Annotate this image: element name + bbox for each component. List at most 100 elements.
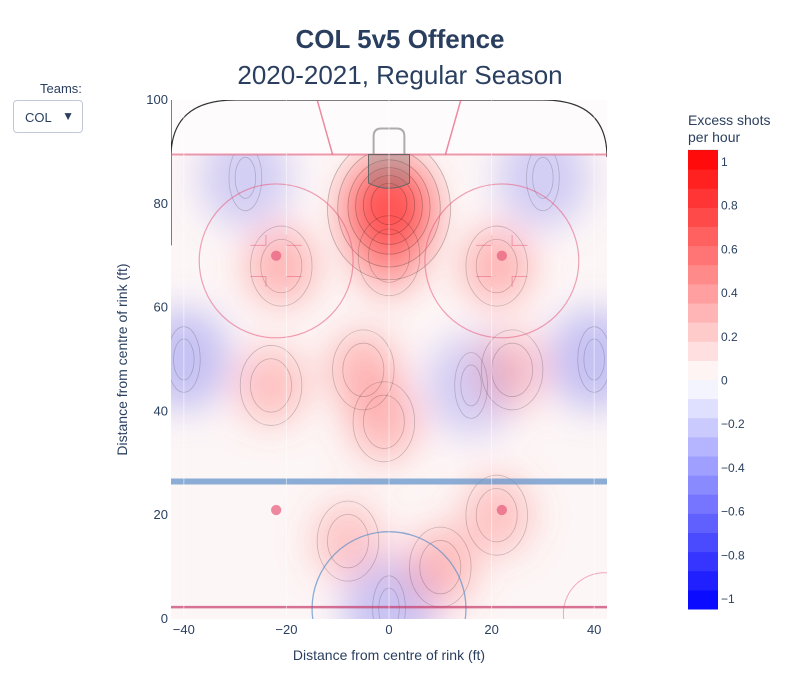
- y-tick-label: 40: [154, 403, 168, 418]
- colorbar-band: [688, 494, 718, 514]
- contour-ring: [362, 394, 405, 449]
- colorbar-tick-label: 0: [721, 374, 728, 388]
- contour-ring: [454, 352, 488, 419]
- colorbar-band: [688, 398, 718, 419]
- faceoff-circle: [424, 183, 580, 339]
- heatmap-spot: [347, 382, 420, 462]
- colorbar-band: [688, 169, 718, 189]
- colorbar-band: [688, 417, 718, 438]
- x-tick-label: 0: [385, 622, 392, 637]
- x-axis-label: Distance from centre of rink (ft): [293, 647, 485, 663]
- contour-ring: [465, 474, 528, 556]
- teams-label: Teams:: [40, 81, 82, 96]
- colorbar-band: [688, 475, 718, 495]
- contour-ring: [460, 364, 482, 407]
- chart-subtitle: 2020-2021, Regular Season: [237, 60, 563, 90]
- y-tick-label: 60: [154, 300, 168, 315]
- colorbar-tick-label: −0.6: [721, 505, 745, 519]
- x-tick-label: 40: [587, 622, 601, 637]
- x-tick-label: 20: [484, 622, 498, 637]
- contour-ring: [352, 381, 416, 463]
- heatmap-spot: [235, 345, 307, 425]
- heatmap-spot: [548, 308, 607, 411]
- colorbar-band: [688, 283, 718, 304]
- heatmap-spot: [245, 226, 318, 306]
- teams-dropdown[interactable]: COL ▼: [13, 100, 83, 133]
- axes: −40 −20 0 20 40 0 20 40 60 80 100 Distance from cen…: [114, 92, 601, 663]
- colorbar-band: [688, 207, 718, 227]
- colorbar-title: Excess shots per hour: [688, 112, 770, 146]
- contour-ring: [239, 345, 303, 426]
- colorbar-tick-label: 0.6: [721, 242, 738, 256]
- contour-ring: [250, 358, 292, 413]
- contour-ring: [475, 239, 518, 294]
- heatmap-spot: [476, 330, 549, 410]
- contour-ring: [260, 239, 303, 294]
- y-axis-label: Distance from centre of rink (ft): [114, 263, 130, 455]
- colorbar-title-line2: per hour: [688, 129, 741, 145]
- contour-ring: [475, 488, 518, 543]
- y-tick-label: 20: [154, 507, 168, 522]
- y-tick-label: 0: [161, 611, 168, 626]
- faceoff-dot: [496, 250, 507, 261]
- heatmap-spot: [404, 527, 477, 607]
- faceoff-hash: [511, 234, 528, 246]
- colorbar-band: [688, 303, 718, 323]
- teams-dropdown-value: COL: [25, 110, 52, 125]
- colorbar-tick-label: −1: [721, 592, 735, 606]
- heatmap-spot: [312, 501, 384, 581]
- colorbar-band: [688, 551, 718, 572]
- colorbar-tick-label: −0.8: [721, 548, 745, 562]
- colorbar-tick-label: 1: [721, 155, 728, 169]
- colorbar-band: [688, 532, 718, 553]
- faceoff-dot: [271, 250, 282, 261]
- contour-ring: [316, 500, 380, 582]
- referee-crease: [562, 572, 607, 619]
- contour-ring: [480, 329, 544, 411]
- y-tick-label: 80: [154, 196, 168, 211]
- trapezoid-right: [444, 100, 462, 155]
- colorbar-band: [688, 513, 718, 533]
- faceoff-hash: [250, 275, 267, 287]
- faceoff-circle: [198, 183, 354, 339]
- contour-ring: [532, 156, 554, 199]
- colorbar: 1 0.8 0.6 0.4 0.2 0 −0.2 −0.4 −0.6 −0.8 −1: [688, 149, 745, 610]
- faceoff-hash: [250, 234, 267, 246]
- x-tick-label: −40: [173, 622, 195, 637]
- contour-ring: [327, 514, 369, 569]
- heatmap-spot: [460, 475, 533, 555]
- contour-ring: [465, 225, 528, 307]
- y-tick-label: 100: [146, 92, 168, 107]
- colorbar-band: [688, 589, 718, 610]
- colorbar-band: [688, 322, 718, 342]
- colorbar-band: [688, 379, 718, 400]
- neutral-dot: [271, 504, 282, 516]
- faceoff-hash: [511, 275, 528, 287]
- contour-ring: [342, 342, 385, 397]
- colorbar-tick-label: −0.2: [721, 417, 745, 431]
- colorbar-tick-label: 0.2: [721, 330, 738, 344]
- neutral-dot: [496, 504, 507, 516]
- heatmap-spot: [460, 226, 533, 306]
- colorbar-tick-label: 0.4: [721, 286, 738, 300]
- colorbar-band: [688, 360, 718, 380]
- contour-ring: [419, 540, 462, 595]
- colorbar-tick-label: 0.8: [721, 199, 738, 213]
- colorbar-band: [688, 150, 718, 170]
- colorbar-band: [688, 245, 718, 266]
- caret-down-icon: ▼: [62, 109, 74, 123]
- colorbar-band: [688, 226, 718, 247]
- contour-ring: [234, 156, 257, 199]
- contour-ring: [250, 225, 313, 307]
- colorbar-title-line1: Excess shots: [688, 112, 771, 128]
- colorbar-band: [688, 456, 718, 476]
- trapezoid-left: [316, 100, 334, 155]
- heatmap-spot: [171, 308, 230, 411]
- colorbar-band: [688, 188, 718, 208]
- colorbar-tick-label: −0.4: [721, 461, 745, 475]
- colorbar-band: [688, 570, 718, 591]
- colorbar-band: [688, 341, 718, 361]
- boards-top: [171, 100, 607, 158]
- colorbar-band: [688, 436, 718, 457]
